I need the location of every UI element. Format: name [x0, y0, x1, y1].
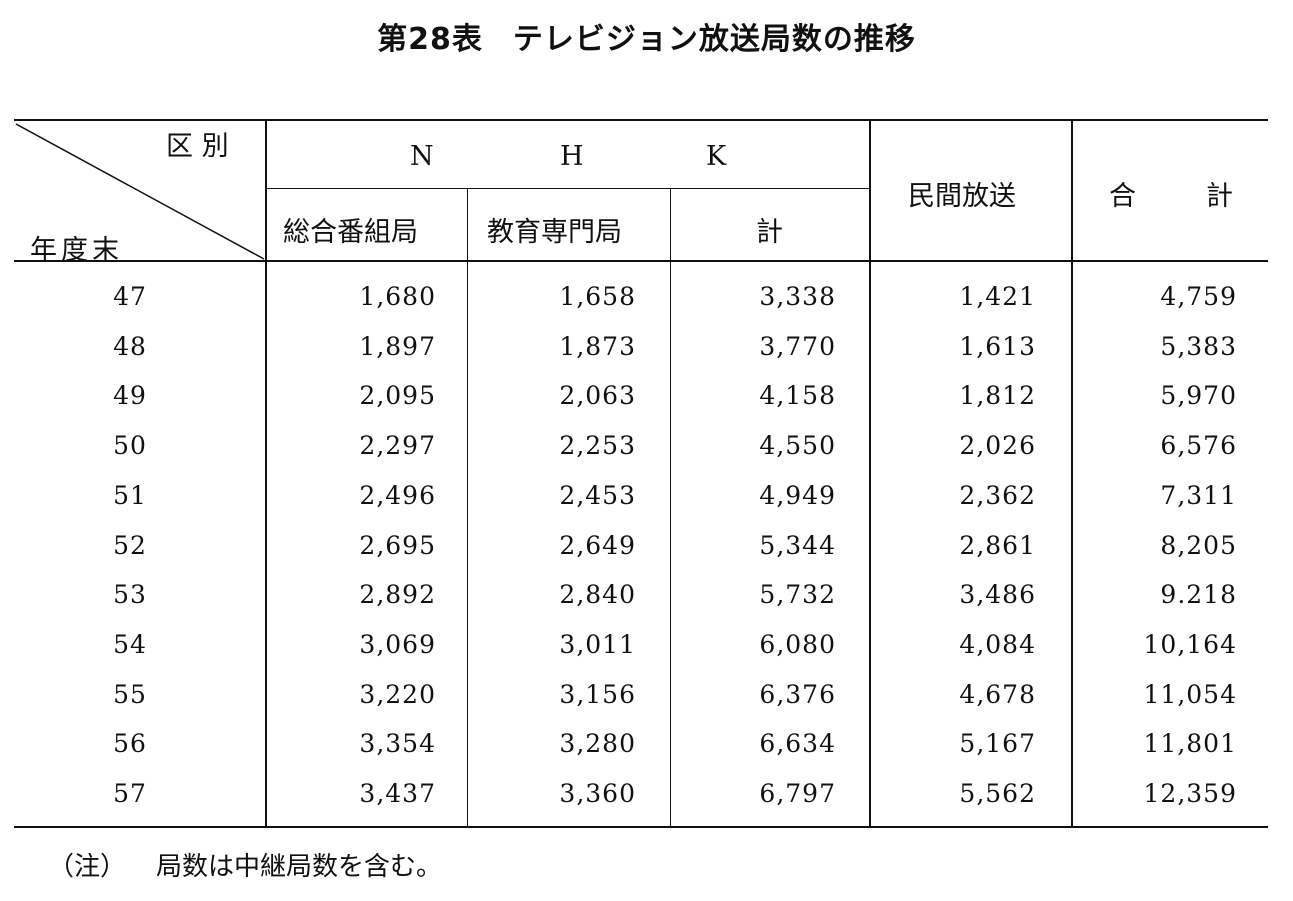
cell-year: 53 — [113, 580, 147, 609]
table-bottom-rule — [14, 826, 1268, 828]
header-nhk-total: 計 — [756, 217, 783, 248]
cell-education: 1,658 — [559, 282, 636, 311]
cell-total: 12,359 — [1143, 779, 1237, 808]
cell-education: 3,156 — [559, 680, 636, 709]
divider-private — [1071, 121, 1073, 826]
cell-total: 9.218 — [1160, 580, 1237, 609]
cell-education: 3,011 — [559, 630, 636, 659]
cell-education: 2,840 — [559, 580, 636, 609]
header-corner-bottom: 年度末 — [30, 235, 123, 266]
cell-private: 2,362 — [959, 481, 1036, 510]
cell-nhk-total: 6,080 — [759, 630, 836, 659]
cell-nhk-total: 4,158 — [759, 381, 836, 410]
cell-education: 2,063 — [559, 381, 636, 410]
cell-private: 5,562 — [959, 779, 1036, 808]
cell-education: 3,360 — [559, 779, 636, 808]
header-corner-top: 区 別 — [166, 131, 229, 162]
cell-year: 49 — [113, 381, 147, 410]
cell-total: 11,801 — [1143, 729, 1237, 758]
cell-private: 1,812 — [959, 381, 1036, 410]
divider-nhk — [869, 121, 871, 826]
cell-year: 55 — [113, 680, 147, 709]
cell-total: 5,383 — [1160, 332, 1237, 361]
cell-year: 51 — [113, 481, 147, 510]
cell-year: 48 — [113, 332, 147, 361]
cell-year: 56 — [113, 729, 147, 758]
nhk-subheader-rule — [266, 188, 870, 189]
header-general: 総合番組局 — [283, 217, 418, 248]
header-total-second: 計 — [1206, 181, 1233, 212]
cell-nhk-total: 4,550 — [759, 431, 836, 460]
cell-general: 1,680 — [359, 282, 436, 311]
divider-education — [670, 189, 671, 826]
cell-general: 2,496 — [359, 481, 436, 510]
cell-general: 2,695 — [359, 531, 436, 560]
cell-nhk-total: 5,344 — [759, 531, 836, 560]
cell-year: 47 — [113, 282, 147, 311]
cell-total: 5,970 — [1160, 381, 1237, 410]
cell-general: 3,069 — [359, 630, 436, 659]
cell-private: 1,421 — [959, 282, 1036, 311]
cell-education: 1,873 — [559, 332, 636, 361]
cell-general: 1,897 — [359, 332, 436, 361]
header-nhk-h: H — [560, 141, 584, 172]
table-title: 第28表 テレビジョン放送局数の推移 — [0, 14, 1293, 58]
cell-education: 3,280 — [559, 729, 636, 758]
divider-corner — [265, 121, 267, 826]
cell-total: 6,576 — [1160, 431, 1237, 460]
cell-general: 2,297 — [359, 431, 436, 460]
cell-nhk-total: 3,338 — [759, 282, 836, 311]
header-total-first: 合 — [1109, 181, 1136, 212]
cell-general: 3,354 — [359, 729, 436, 758]
table-top-rule — [14, 119, 1268, 121]
cell-private: 2,026 — [959, 431, 1036, 460]
cell-education: 2,649 — [559, 531, 636, 560]
footnote-text: 局数は中継局数を含む。 — [156, 852, 443, 882]
cell-nhk-total: 6,376 — [759, 680, 836, 709]
divider-general — [467, 189, 468, 826]
cell-nhk-total: 6,797 — [759, 779, 836, 808]
cell-education: 2,453 — [559, 481, 636, 510]
cell-year: 54 — [113, 630, 147, 659]
footnote-label: （注） — [48, 852, 127, 882]
cell-private: 4,678 — [959, 680, 1036, 709]
header-nhk-n: N — [410, 141, 434, 172]
cell-year: 50 — [113, 431, 147, 460]
cell-private: 3,486 — [959, 580, 1036, 609]
cell-year: 52 — [113, 531, 147, 560]
header-private: 民間放送 — [908, 181, 1016, 212]
footnote: （注） 局数は中継局数を含む。 — [48, 846, 442, 883]
header-nhk-k: K — [706, 141, 727, 172]
header-education: 教育専門局 — [487, 217, 622, 248]
cell-nhk-total: 4,949 — [759, 481, 836, 510]
cell-year: 57 — [113, 779, 147, 808]
cell-private: 4,084 — [959, 630, 1036, 659]
cell-private: 1,613 — [959, 332, 1036, 361]
cell-general: 3,437 — [359, 779, 436, 808]
cell-general: 2,095 — [359, 381, 436, 410]
cell-education: 2,253 — [559, 431, 636, 460]
cell-total: 7,311 — [1160, 481, 1237, 510]
cell-private: 2,861 — [959, 531, 1036, 560]
cell-general: 2,892 — [359, 580, 436, 609]
cell-private: 5,167 — [959, 729, 1036, 758]
cell-total: 10,164 — [1143, 630, 1237, 659]
cell-total: 4,759 — [1160, 282, 1237, 311]
cell-total: 11,054 — [1143, 680, 1237, 709]
table-title-text: テレビジョン放送局数の推移 — [512, 22, 916, 57]
cell-general: 3,220 — [359, 680, 436, 709]
table-number: 第28表 — [377, 22, 483, 57]
header-bottom-rule — [14, 260, 1268, 262]
cell-nhk-total: 6,634 — [759, 729, 836, 758]
cell-total: 8,205 — [1160, 531, 1237, 560]
cell-nhk-total: 5,732 — [759, 580, 836, 609]
cell-nhk-total: 3,770 — [759, 332, 836, 361]
